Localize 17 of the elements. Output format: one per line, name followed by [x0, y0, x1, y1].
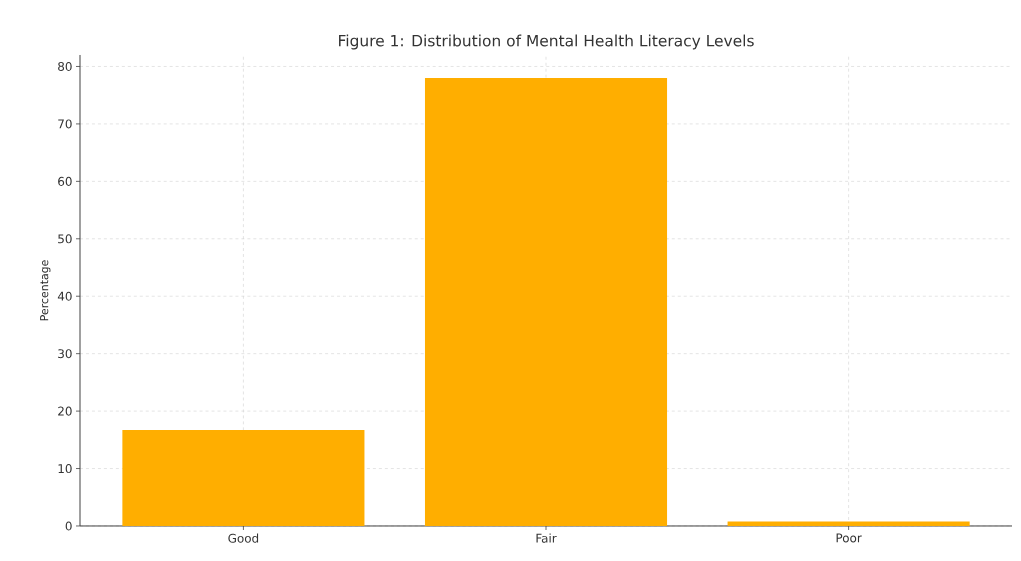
bar	[727, 521, 970, 526]
bar	[122, 430, 365, 526]
y-tick-label: 30	[58, 349, 72, 359]
y-tick-label: 80	[58, 61, 72, 71]
x-tick-label: Poor	[836, 533, 862, 543]
chart-title: Figure 1: Distribution of Mental Health Literacy Levels	[339, 34, 754, 50]
y-tick-label: 10	[58, 464, 72, 474]
y-tick-label: 40	[57, 291, 72, 301]
y-tick-label: 20	[58, 406, 72, 416]
bar	[424, 77, 668, 526]
y-tick-label: 50	[58, 234, 72, 244]
y-tick-label: 0	[65, 521, 72, 531]
x-tick-label: Fair	[536, 533, 557, 543]
y-axis-title: Percentage	[40, 260, 51, 321]
y-tick-label: 70	[58, 119, 72, 129]
y-tick-label: 60	[58, 176, 72, 186]
x-tick-label: Good	[228, 533, 259, 543]
